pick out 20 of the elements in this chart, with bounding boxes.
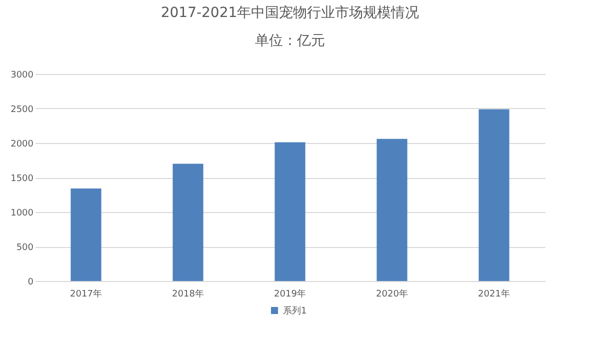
y-tick-label: 0 (28, 278, 34, 288)
x-tick-label: 2018年 (172, 288, 204, 300)
chart-title: 2017-2021年中国宠物行业市场规模情况 (160, 5, 420, 21)
x-tick-label: 2017年 (70, 288, 102, 300)
bar (478, 109, 510, 281)
legend-label: 系列1 (283, 306, 307, 316)
bar (70, 188, 102, 281)
y-tick-label: 500 (16, 243, 34, 253)
bar (172, 164, 204, 281)
y-tick-label: 1000 (10, 208, 34, 218)
y-tick-label: 2500 (10, 105, 34, 115)
bar (376, 138, 408, 281)
y-tick-label: 1500 (10, 174, 34, 184)
y-tick-label: 2000 (10, 140, 34, 150)
x-tick-label: 2021年 (478, 288, 510, 300)
x-tick-label: 2019年 (274, 288, 306, 300)
y-tick-label: 3000 (10, 70, 34, 80)
x-tick-label: 2020年 (376, 288, 408, 300)
chart-subtitle: 单位：亿元 (255, 33, 325, 49)
bar (274, 142, 306, 281)
